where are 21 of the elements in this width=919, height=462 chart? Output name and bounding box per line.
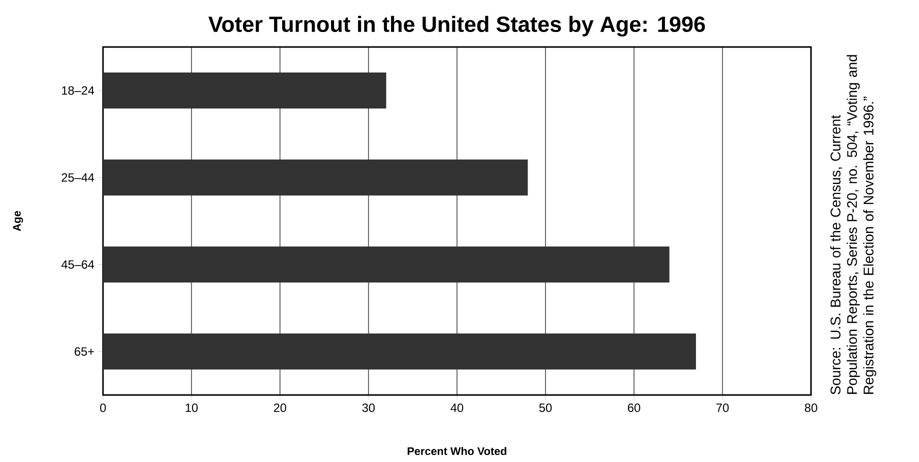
y-tick-label: 18–24 (62, 86, 94, 95)
bar (103, 246, 670, 283)
x-tick-label: 50 (539, 404, 552, 412)
x-tick-label: 60 (628, 404, 640, 412)
x-tick-label: 0 (100, 404, 106, 412)
bar (103, 334, 696, 370)
x-tick-label: 70 (716, 404, 729, 412)
chart-title: Voter Turnout in the United States by Age: 1996 (208, 16, 705, 36)
bar (103, 72, 386, 108)
y-axis-title: Age (13, 210, 23, 232)
x-tick-label: 10 (186, 404, 198, 412)
bar (103, 160, 528, 196)
y-tick-label: 65+ (74, 347, 94, 356)
x-tick-label: 30 (362, 404, 375, 412)
y-tick-label: 45–64 (61, 260, 94, 269)
x-tick-label: 40 (450, 404, 464, 412)
x-axis-title: Percent Who Voted (408, 446, 506, 456)
source-note: Source: U.S. Bureau of the Census, Current Population Reports, Series P-20, no. 504, “Voting and Registration in the Election of November 1996.” (830, 55, 876, 394)
x-tick-label: 20 (274, 404, 286, 412)
y-tick-label: 25–44 (62, 173, 94, 182)
x-tick-label: 80 (804, 404, 818, 412)
